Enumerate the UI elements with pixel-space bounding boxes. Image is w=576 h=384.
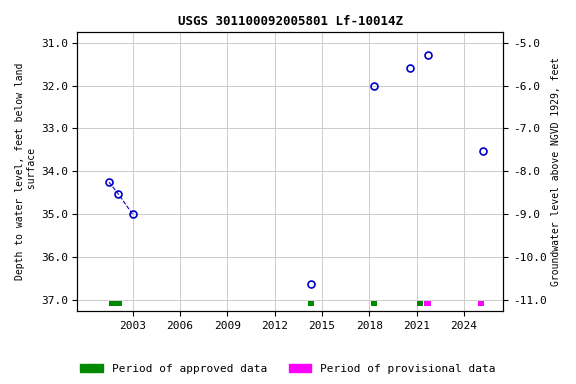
Legend: Period of approved data, Period of provisional data: Period of approved data, Period of provi…	[76, 359, 500, 379]
Bar	[371, 301, 377, 306]
Bar	[416, 301, 423, 306]
Y-axis label: Depth to water level, feet below land
 surface: Depth to water level, feet below land su…	[15, 63, 37, 280]
Title: USGS 301100092005801 Lf-10014Z: USGS 301100092005801 Lf-10014Z	[178, 15, 403, 28]
Bar	[478, 301, 484, 306]
Bar	[425, 301, 431, 306]
Bar	[308, 301, 314, 306]
Bar	[109, 301, 122, 306]
Y-axis label: Groundwater level above NGVD 1929, feet: Groundwater level above NGVD 1929, feet	[551, 57, 561, 286]
